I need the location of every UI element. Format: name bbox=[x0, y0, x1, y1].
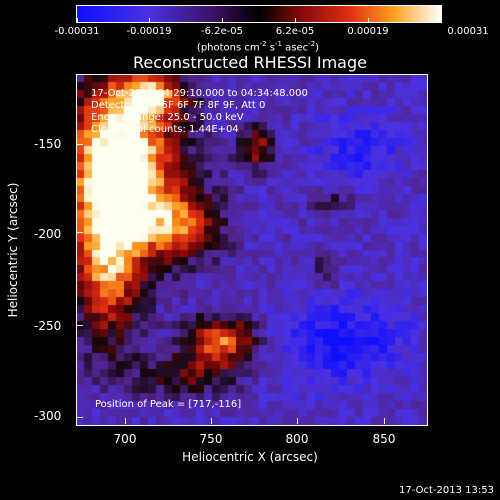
timestamp-footer: 17-Oct-2013 13:53 bbox=[399, 485, 494, 496]
x-tick-label: 800 bbox=[285, 432, 309, 446]
colorbar-label: -6.2e-05 bbox=[201, 26, 243, 37]
y-tick-label: -250 bbox=[34, 319, 62, 333]
plot-area[interactable]: 17-Oct-2013 04:29:10.000 to 04:34:48.000… bbox=[76, 74, 428, 426]
y-tick-label: -200 bbox=[34, 227, 62, 241]
colorbar-units: (photons cm-2 s-1 asec-2) bbox=[196, 40, 320, 54]
total-counts-text: Clean Total counts: 1.44E+04 bbox=[91, 124, 239, 135]
colorbar-tick bbox=[368, 18, 369, 22]
detectors-text: Detectors: 3F 5F 6F 7F 8F 9F, Att 0 bbox=[91, 100, 266, 111]
peak-position-text: Position of Peak = [717,-116] bbox=[95, 399, 242, 410]
colorbar bbox=[76, 5, 442, 23]
colorbar-label: -0.00031 bbox=[54, 26, 100, 37]
colorbar-tick bbox=[222, 18, 223, 22]
x-tick bbox=[211, 418, 212, 424]
colorbar-gradient bbox=[77, 6, 441, 22]
colorbar-tick bbox=[149, 18, 150, 22]
x-tick bbox=[297, 418, 298, 424]
x-tick bbox=[125, 418, 126, 424]
colorbar-tick bbox=[440, 18, 441, 22]
colorbar-label: 6.2e-05 bbox=[275, 26, 315, 37]
colorbar-label: -0.00019 bbox=[126, 26, 172, 37]
y-tick-label: -300 bbox=[34, 409, 62, 423]
colorbar-label: 0.00019 bbox=[347, 26, 389, 37]
colorbar-tick bbox=[295, 18, 296, 22]
y-tick bbox=[77, 232, 83, 233]
plot-title: Reconstructed RHESSI Image bbox=[133, 53, 367, 72]
y-tick bbox=[77, 144, 83, 145]
y-tick bbox=[77, 417, 83, 418]
y-tick bbox=[77, 325, 83, 326]
y-tick-label: -150 bbox=[34, 137, 62, 151]
heatmap-image[interactable] bbox=[77, 75, 427, 425]
x-axis-label: Heliocentric X (arcsec) bbox=[182, 450, 318, 464]
x-tick bbox=[384, 418, 385, 424]
y-axis-label: Heliocentric Y (arcsec) bbox=[6, 182, 20, 318]
energy-range-text: Energy Range: 25.0 - 50.0 keV bbox=[91, 112, 244, 123]
x-tick-label: 700 bbox=[113, 432, 137, 446]
colorbar-tick bbox=[77, 18, 78, 22]
x-tick-label: 750 bbox=[199, 432, 223, 446]
colorbar-label: 0.00031 bbox=[447, 26, 489, 37]
time-range-text: 17-Oct-2013 04:29:10.000 to 04:34:48.000 bbox=[91, 88, 308, 99]
x-tick-label: 850 bbox=[372, 432, 396, 446]
